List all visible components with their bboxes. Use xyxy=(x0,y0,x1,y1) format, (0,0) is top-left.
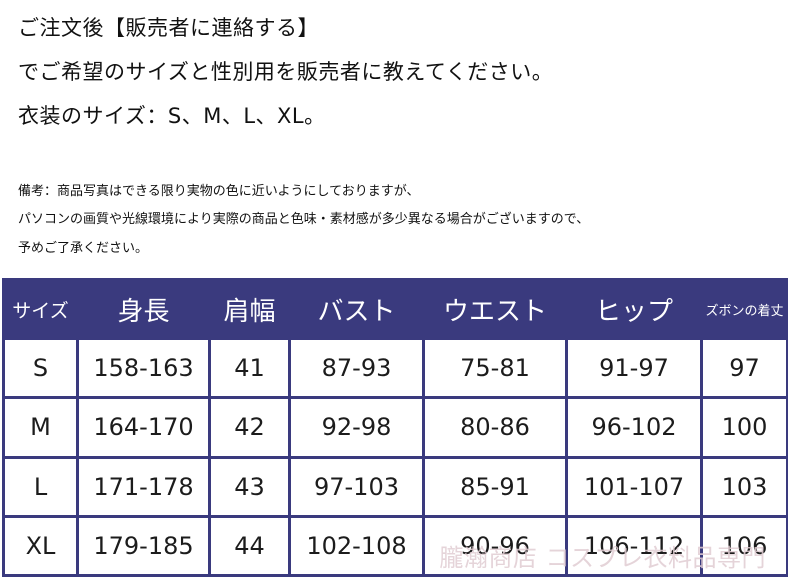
header-height: 身長 xyxy=(76,278,211,340)
header-bust: バスト xyxy=(288,278,425,340)
table-cell: 100 xyxy=(700,396,788,459)
table-cell: 41 xyxy=(208,336,291,400)
size-table: サイズ 身長 肩幅 バスト ウエスト ヒップ ズボンの着丈 S 158-163 41… xyxy=(2,278,788,577)
size-label-cell: L xyxy=(2,455,79,518)
header-hip: ヒップ xyxy=(565,278,703,340)
instruction-line-3: 衣装のサイズ：S、M、L、XL。 xyxy=(18,104,326,128)
table-row: M 164-170 42 92-98 80-86 96-102 100 xyxy=(2,396,788,459)
size-chart: サイズ 身長 肩幅 バスト ウエスト ヒップ ズボンの着丈 S 158-163 41… xyxy=(2,278,788,577)
table-cell: 179-185 xyxy=(76,514,211,577)
header-size: サイズ xyxy=(2,278,79,340)
instruction-line-2: でご希望のサイズと性別用を販売者に教えてください。 xyxy=(18,60,554,84)
header-pants-length: ズボンの着丈 xyxy=(700,278,788,340)
table-cell: 97-103 xyxy=(288,455,425,518)
note-line-1: 備考：商品写真はできる限り実物の色に近いようにしておりますが、 xyxy=(18,184,420,199)
table-row: L 171-178 43 97-103 85-91 101-107 103 xyxy=(2,455,788,518)
table-cell: 171-178 xyxy=(76,455,211,518)
table-cell: 101-107 xyxy=(565,455,703,518)
table-cell: 90-96 xyxy=(422,514,568,577)
table-cell: 80-86 xyxy=(422,396,568,459)
table-row: S 158-163 41 87-93 75-81 91-97 97 xyxy=(2,336,788,400)
table-cell: 92-98 xyxy=(288,396,425,459)
table-cell: 97 xyxy=(700,336,788,400)
note-line-3: 予めご了承ください。 xyxy=(18,241,149,256)
table-cell: 106 xyxy=(700,514,788,577)
header-waist: ウエスト xyxy=(422,278,568,340)
size-label-cell: M xyxy=(2,396,79,459)
table-cell: 87-93 xyxy=(288,336,425,400)
table-cell: 44 xyxy=(208,514,291,577)
instruction-line-1: ご注文後【販売者に連絡する】 xyxy=(18,16,319,40)
table-cell: 43 xyxy=(208,455,291,518)
table-row: XL 179-185 44 102-108 90-96 106-112 106 xyxy=(2,514,788,577)
table-cell: 91-97 xyxy=(565,336,703,400)
table-cell: 102-108 xyxy=(288,514,425,577)
size-label-cell: XL xyxy=(2,514,79,577)
size-label-cell: S xyxy=(2,336,79,400)
table-cell: 42 xyxy=(208,396,291,459)
table-cell: 96-102 xyxy=(565,396,703,459)
shop-watermark: 朧瀚商店 コスプレ衣料品専門 xyxy=(439,544,766,572)
table-cell: 164-170 xyxy=(76,396,211,459)
table-cell: 106-112 xyxy=(565,514,703,577)
note-line-2: パソコンの画質や光線環境により実際の商品と色味・素材感が多少異なる場合がございま… xyxy=(18,212,590,227)
table-body: S 158-163 41 87-93 75-81 91-97 97 M 164-170 42 92-… xyxy=(2,336,788,577)
table-cell: 158-163 xyxy=(76,336,211,400)
table-header-row: サイズ 身長 肩幅 バスト ウエスト ヒップ ズボンの着丈 xyxy=(2,278,788,340)
header-shoulder-width: 肩幅 xyxy=(208,278,291,340)
table-cell: 85-91 xyxy=(422,455,568,518)
table-cell: 75-81 xyxy=(422,336,568,400)
table-cell: 103 xyxy=(700,455,788,518)
